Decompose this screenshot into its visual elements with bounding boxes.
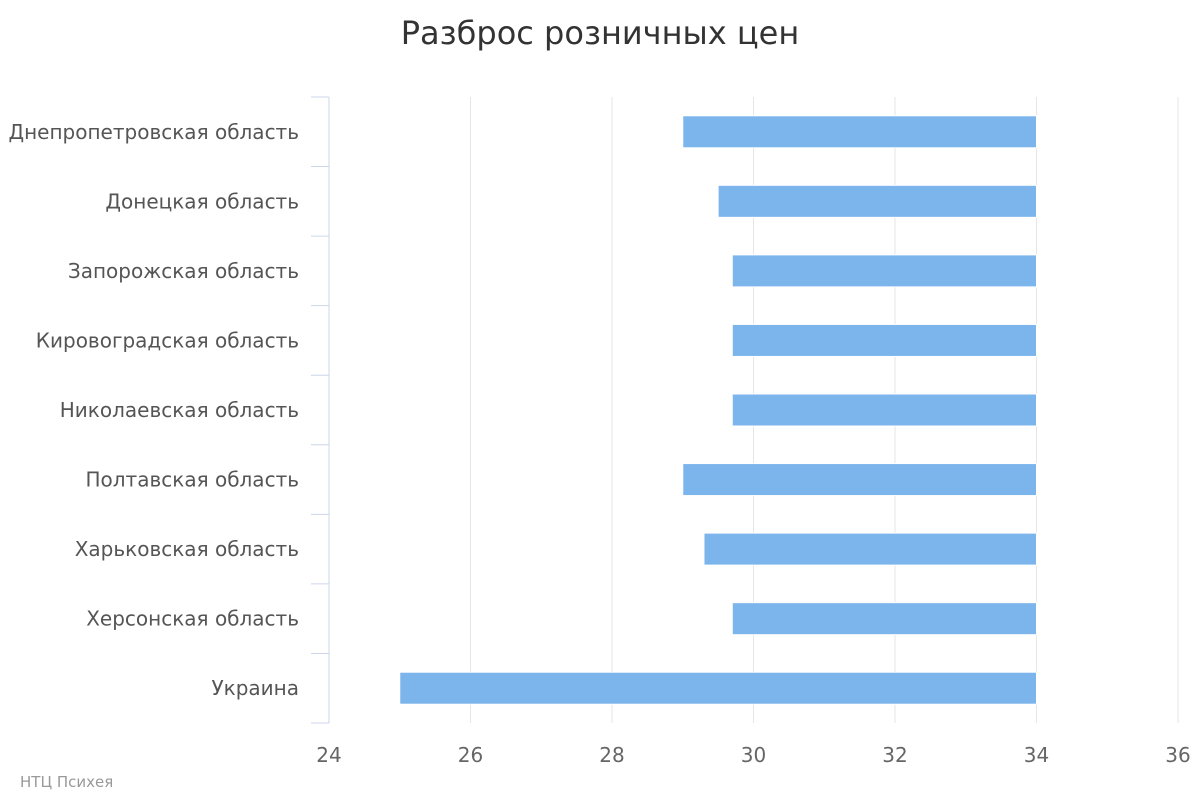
category-label-7: Херсонская область [86,607,299,631]
value-axis-tick-labels: 24 26 28 30 32 34 36 [316,743,1190,767]
category-label-8: Украина [211,676,299,700]
tick-label-34: 34 [1024,743,1049,767]
bar-3[interactable] [731,323,1038,357]
category-labels: Днепропетровская область Донецкая область… [8,120,299,700]
bar-4[interactable] [731,393,1038,427]
category-label-3: Кировоградская область [36,328,299,352]
bar-0[interactable] [682,115,1037,149]
bar-6[interactable] [703,532,1037,566]
category-label-0: Днепропетровская область [8,120,299,144]
category-label-1: Донецкая область [105,189,299,213]
bar-5[interactable] [682,463,1037,497]
credit-text: НТЦ Психея [20,773,114,791]
tick-label-36: 36 [1165,743,1190,767]
bars [399,115,1038,705]
bar-1[interactable] [717,184,1037,218]
bar-7[interactable] [731,602,1038,636]
category-label-5: Полтавская область [85,468,299,492]
tick-label-32: 32 [882,743,907,767]
chart-title: Разброс розничных цен [400,14,800,52]
bar-8[interactable] [399,671,1037,705]
bar-2[interactable] [731,254,1038,288]
category-axis [311,96,330,724]
category-label-2: Запорожская область [68,259,299,283]
tick-label-28: 28 [599,743,624,767]
category-label-4: Николаевская область [60,398,299,422]
tick-label-26: 26 [458,743,483,767]
category-label-6: Харьковская область [75,537,299,561]
tick-label-24: 24 [316,743,341,767]
tick-label-30: 30 [741,743,766,767]
